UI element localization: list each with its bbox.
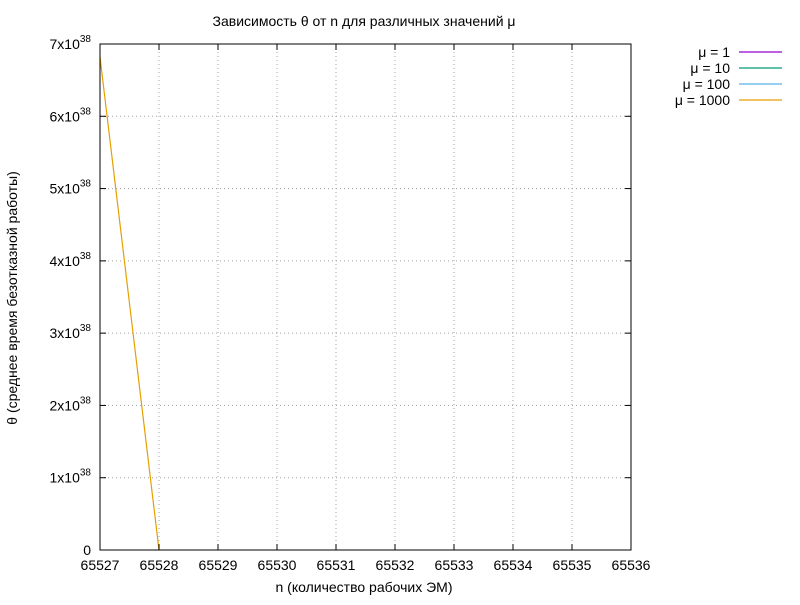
x-tick-label: 65534 bbox=[494, 557, 533, 573]
legend-label: μ = 1000 bbox=[675, 92, 730, 108]
x-tick-label: 65528 bbox=[140, 557, 179, 573]
grid-lines bbox=[100, 44, 631, 550]
x-tick-label: 65535 bbox=[553, 557, 592, 573]
legend-label: μ = 1 bbox=[698, 44, 730, 60]
x-tick-label: 65530 bbox=[258, 557, 297, 573]
legend-label: μ = 100 bbox=[683, 76, 731, 92]
legend-label: μ = 10 bbox=[690, 60, 730, 76]
y-tick-label: 0 bbox=[83, 542, 91, 558]
y-tick-label: 7x1038 bbox=[50, 34, 92, 52]
y-tick-label: 2x1038 bbox=[50, 395, 92, 413]
x-tick-label: 65532 bbox=[376, 557, 415, 573]
x-tick-label: 65531 bbox=[317, 557, 356, 573]
y-tick-label: 1x1038 bbox=[50, 468, 92, 486]
plot-frame bbox=[99, 43, 632, 551]
x-tick-label: 65536 bbox=[612, 557, 651, 573]
x-tick-label: 65529 bbox=[199, 557, 238, 573]
series-line bbox=[99, 56, 160, 551]
y-tick-label: 4x1038 bbox=[50, 251, 92, 269]
y-axis-label: θ (среднее время безотказной работы) bbox=[4, 171, 20, 424]
x-axis-label: n (количество рабочих ЭМ) bbox=[276, 579, 453, 595]
y-tick-label: 6x1038 bbox=[50, 106, 92, 124]
x-tick-label: 65533 bbox=[435, 557, 474, 573]
axis-ticks: 65527 65528 65529 65530 65531 65532 65533 65534… bbox=[50, 34, 651, 573]
y-tick-label: 3x1038 bbox=[50, 323, 92, 341]
chart-title: Зависимость θ от n для различных значени… bbox=[213, 13, 516, 29]
series-lines bbox=[99, 56, 160, 551]
x-tick-label: 65527 bbox=[81, 557, 120, 573]
y-tick-label: 5x1038 bbox=[50, 179, 92, 197]
